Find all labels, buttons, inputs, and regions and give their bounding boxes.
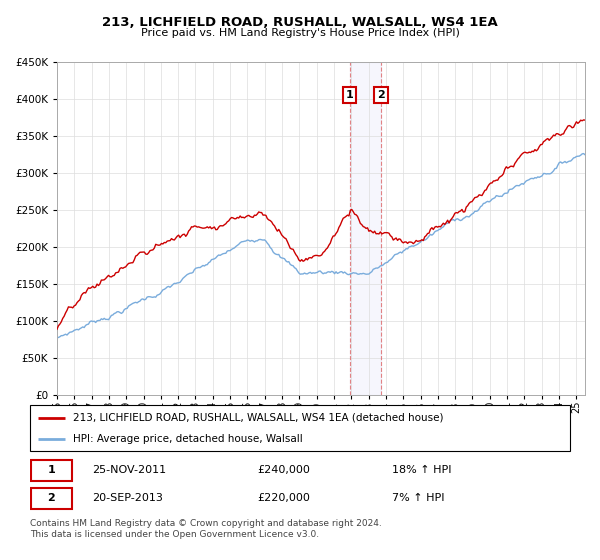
Text: 25-NOV-2011: 25-NOV-2011 [92,465,166,475]
Text: 1: 1 [346,90,353,100]
Text: 7% ↑ HPI: 7% ↑ HPI [392,493,444,503]
Bar [350,62,381,395]
FancyBboxPatch shape [31,488,71,509]
Text: £240,000: £240,000 [257,465,310,475]
Text: 20-SEP-2013: 20-SEP-2013 [92,493,163,503]
FancyBboxPatch shape [30,405,570,451]
Text: 2: 2 [377,90,385,100]
Text: 213, LICHFIELD ROAD, RUSHALL, WALSALL, WS4 1EA (detached house): 213, LICHFIELD ROAD, RUSHALL, WALSALL, W… [73,413,444,423]
Text: HPI: Average price, detached house, Walsall: HPI: Average price, detached house, Wals… [73,435,303,444]
Text: £220,000: £220,000 [257,493,310,503]
Text: 18% ↑ HPI: 18% ↑ HPI [392,465,451,475]
Text: 2: 2 [47,493,55,503]
Text: 213, LICHFIELD ROAD, RUSHALL, WALSALL, WS4 1EA: 213, LICHFIELD ROAD, RUSHALL, WALSALL, W… [102,16,498,29]
Text: 1: 1 [47,465,55,475]
FancyBboxPatch shape [31,460,71,481]
Text: Contains HM Land Registry data © Crown copyright and database right 2024.
This d: Contains HM Land Registry data © Crown c… [30,519,382,539]
Text: Price paid vs. HM Land Registry's House Price Index (HPI): Price paid vs. HM Land Registry's House … [140,28,460,38]
